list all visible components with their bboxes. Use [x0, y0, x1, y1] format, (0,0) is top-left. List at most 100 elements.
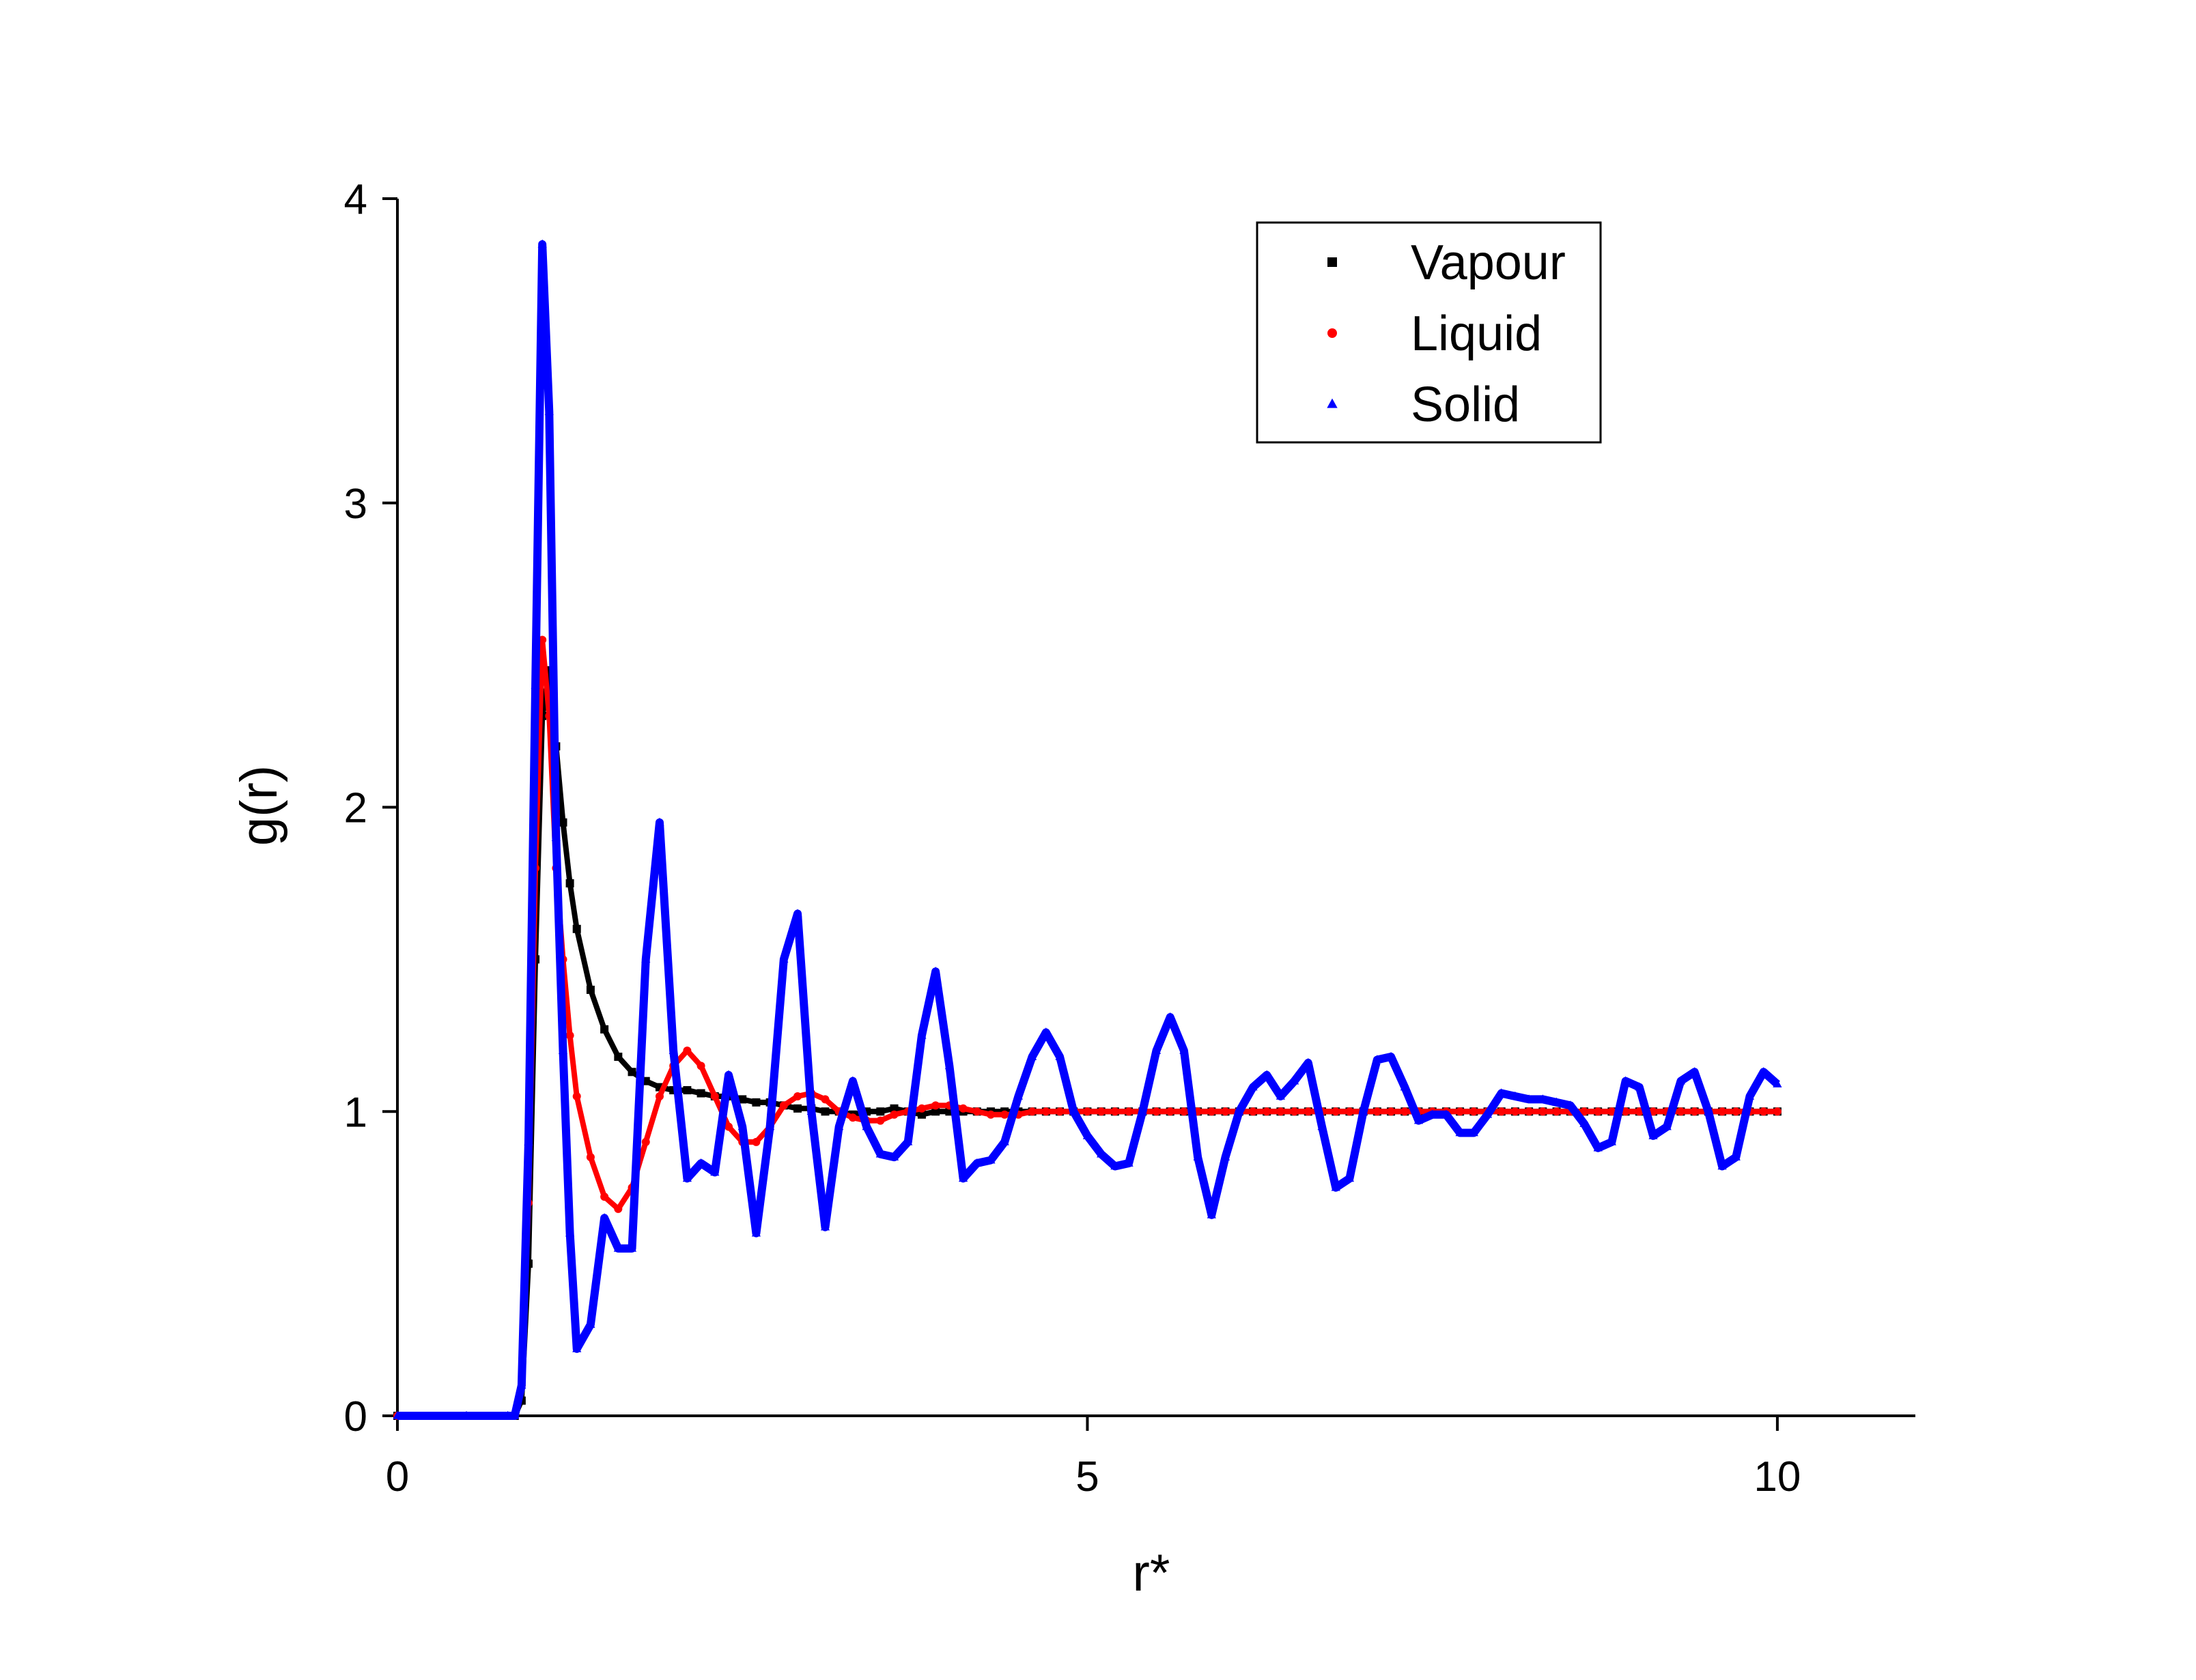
data-point [1538, 1107, 1547, 1116]
data-point [724, 1070, 733, 1079]
data-point [1566, 1100, 1575, 1109]
data-point [1510, 1107, 1519, 1116]
data-point [565, 879, 574, 887]
data-point [1082, 1130, 1093, 1139]
data-point [821, 1095, 830, 1104]
legend-marker [1327, 398, 1338, 408]
data-point [1372, 1107, 1381, 1116]
data-point [683, 1047, 692, 1055]
data-point [931, 1101, 940, 1110]
data-point [806, 1107, 816, 1115]
data-point [1248, 1107, 1257, 1116]
data-point [848, 1076, 858, 1085]
data-point [551, 832, 561, 841]
data-point [1731, 1152, 1741, 1161]
data-point [1041, 1027, 1051, 1036]
data-point [1179, 1045, 1189, 1054]
x-tick-label: 5 [1075, 1453, 1099, 1500]
legend-label: Vapour [1411, 236, 1566, 290]
data-point [1304, 1057, 1313, 1066]
data-point [524, 1137, 533, 1145]
data-point [779, 1101, 788, 1110]
legend-box [1256, 221, 1602, 444]
data-point [1276, 1107, 1285, 1116]
data-point [958, 1173, 968, 1182]
data-point [641, 954, 651, 963]
data-point [1621, 1076, 1631, 1085]
data-point [1097, 1107, 1106, 1116]
data-point [1332, 1107, 1340, 1116]
data-point [510, 1410, 520, 1419]
data-point [1028, 1107, 1037, 1116]
x-tick-label: 0 [386, 1453, 409, 1500]
y-tick-label: 4 [344, 176, 367, 223]
data-point [765, 1122, 775, 1130]
data-point [793, 909, 802, 917]
data-point [1759, 1107, 1768, 1116]
data-point [1773, 1107, 1782, 1116]
legend-marker [1327, 328, 1337, 338]
data-point [572, 1092, 581, 1100]
data-point [537, 239, 547, 248]
data-point [1441, 1109, 1451, 1118]
data-point [586, 1153, 595, 1162]
data-point [1690, 1107, 1699, 1116]
data-point [738, 1095, 747, 1104]
y-axis-title: g(r) [230, 765, 288, 846]
data-point [682, 1173, 692, 1182]
data-point [1607, 1107, 1616, 1116]
data-point [890, 1110, 899, 1119]
data-point [1704, 1107, 1713, 1115]
data-point [1690, 1067, 1700, 1076]
data-point [1372, 1055, 1382, 1064]
data-point [1166, 1107, 1174, 1116]
data-point [1456, 1107, 1465, 1116]
data-point [1400, 1082, 1409, 1091]
data-point [1097, 1149, 1106, 1158]
data-point [655, 1092, 664, 1100]
data-point [917, 1110, 926, 1119]
data-point [586, 1320, 595, 1328]
data-point [752, 1098, 761, 1107]
data-point [959, 1104, 968, 1113]
data-point [1056, 1107, 1065, 1116]
data-point [1593, 1143, 1603, 1152]
data-point [1662, 1122, 1672, 1130]
data-point [627, 1243, 637, 1252]
data-point [462, 1410, 471, 1419]
data-point [820, 1222, 830, 1231]
data-point [1676, 1076, 1686, 1085]
legend-label: Solid [1411, 378, 1520, 432]
data-point [614, 1204, 623, 1213]
data-point [1455, 1128, 1465, 1137]
data-point [1387, 1107, 1396, 1116]
data-point [1621, 1107, 1630, 1116]
data-point [944, 1061, 954, 1070]
data-point [1469, 1107, 1478, 1116]
legend-label: Liquid [1411, 307, 1542, 361]
data-point [1345, 1107, 1354, 1116]
data-point [1235, 1107, 1244, 1115]
data-point [1648, 1130, 1658, 1139]
data-point [1221, 1107, 1230, 1116]
y-tick-label: 2 [344, 785, 367, 832]
data-point [710, 1092, 719, 1100]
data-point [544, 406, 554, 415]
data-point [393, 1410, 402, 1419]
data-point [986, 1155, 996, 1164]
data-point [1635, 1107, 1644, 1116]
data-point [1551, 1097, 1562, 1106]
data-point [1552, 1107, 1561, 1116]
data-point [565, 1228, 575, 1237]
data-point [683, 1086, 692, 1095]
data-point [1000, 1137, 1009, 1145]
x-tick-label: 10 [1754, 1453, 1801, 1500]
data-point [1345, 1173, 1355, 1182]
data-point [1413, 1115, 1424, 1124]
data-point [862, 1122, 871, 1130]
data-point [1317, 1122, 1327, 1130]
data-point [1400, 1107, 1409, 1116]
data-point [1510, 1091, 1520, 1100]
data-point [655, 817, 664, 826]
